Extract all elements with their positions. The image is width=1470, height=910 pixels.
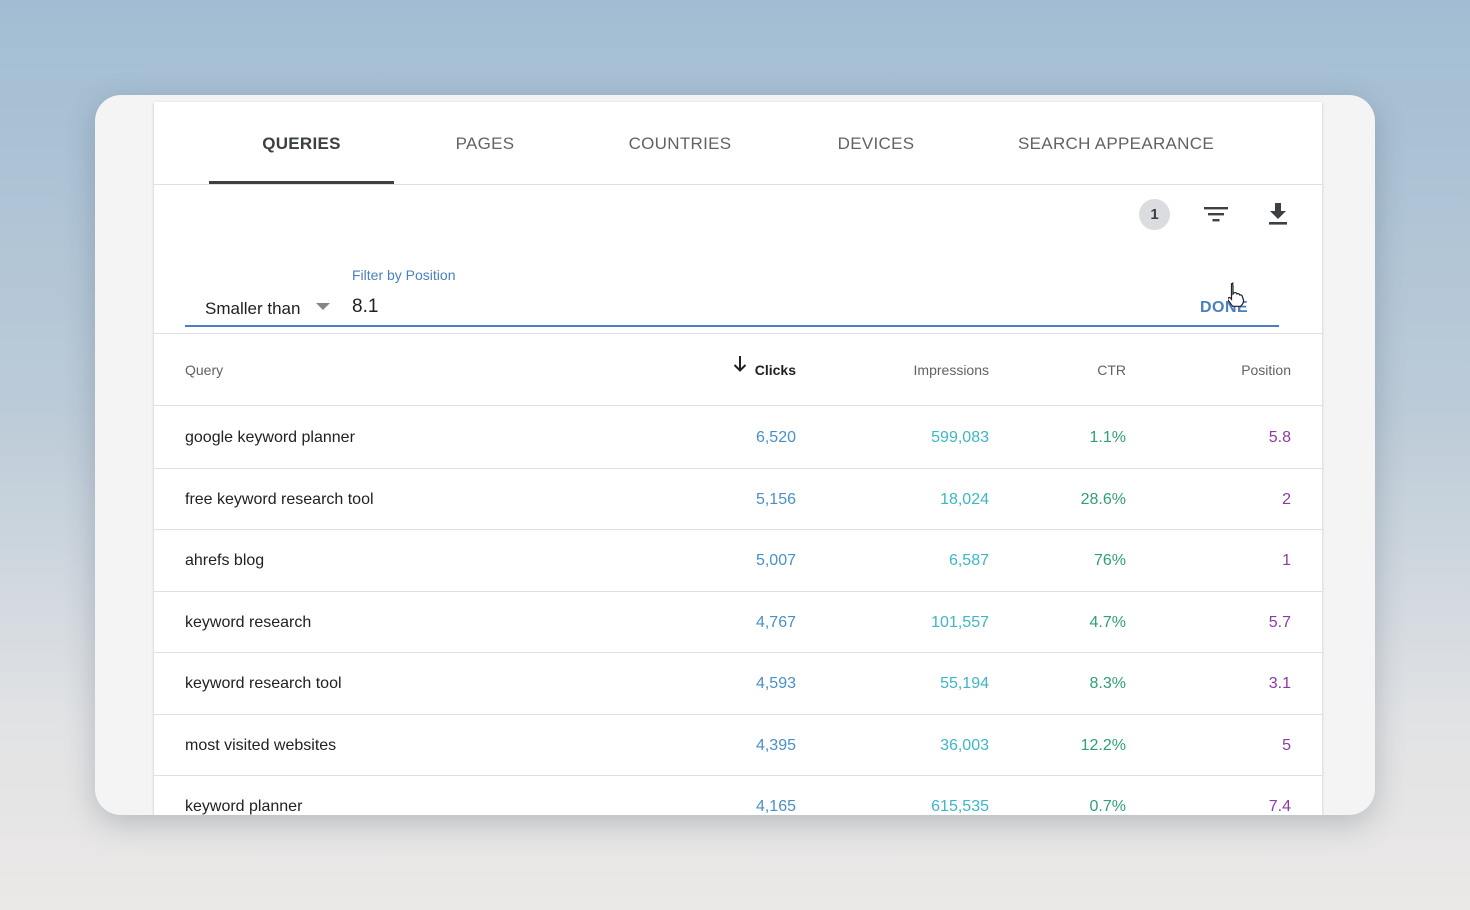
performance-report-card: QUERIES PAGES COUNTRIES DEVICES SEARCH A…	[154, 102, 1322, 815]
column-header-query[interactable]: Query	[185, 362, 224, 378]
ctr-cell: 28.6%	[1080, 490, 1126, 508]
impressions-cell: 18,024	[940, 490, 989, 508]
filter-icon[interactable]	[1200, 198, 1232, 230]
table-row[interactable]: google keyword planner 6,520 599,083 1.1…	[154, 407, 1322, 469]
position-cell: 5.7	[1268, 613, 1291, 631]
column-header-position[interactable]: Position	[1241, 362, 1291, 378]
column-header-clicks[interactable]: Clicks	[733, 334, 796, 406]
impressions-cell: 599,083	[931, 429, 989, 446]
query-cell: ahrefs blog	[185, 552, 265, 569]
ctr-cell: 4.7%	[1089, 613, 1126, 631]
filter-value-input[interactable]	[352, 293, 1172, 321]
position-cell: 5	[1282, 736, 1291, 754]
impressions-cell: 101,557	[931, 613, 989, 631]
table-row[interactable]: keyword research 4,767 101,557 4.7% 5.7	[154, 592, 1322, 653]
section-divider	[154, 333, 1322, 334]
ctr-cell: 0.7%	[1089, 798, 1126, 815]
position-cell: 7.4	[1268, 798, 1291, 815]
app-window: QUERIES PAGES COUNTRIES DEVICES SEARCH A…	[95, 95, 1375, 815]
tab-devices[interactable]: DEVICES	[837, 134, 915, 153]
query-cell: free keyword research tool	[185, 490, 374, 508]
impressions-cell: 6,587	[948, 552, 989, 569]
position-cell: 3.1	[1268, 675, 1291, 692]
active-tab-indicator	[209, 181, 394, 184]
report-tabs: QUERIES PAGES COUNTRIES DEVICES SEARCH A…	[154, 102, 1322, 185]
filter-field-label: Filter by Position	[352, 267, 456, 283]
table-row[interactable]: keyword research tool 4,593 55,194 8.3% …	[154, 653, 1322, 715]
query-cell: keyword planner	[185, 798, 303, 815]
clicks-cell: 4,395	[755, 736, 796, 754]
clicks-header-label: Clicks	[754, 362, 796, 378]
query-cell: keyword research	[185, 613, 312, 631]
ctr-cell: 1.1%	[1089, 429, 1126, 446]
column-header-impressions[interactable]: Impressions	[913, 362, 989, 378]
column-header-ctr[interactable]: CTR	[1097, 362, 1126, 378]
filter-operator-select[interactable]: Smaller than	[205, 299, 301, 318]
tab-countries[interactable]: COUNTRIES	[628, 134, 732, 153]
table-row[interactable]: keyword planner 4,165 615,535 0.7% 7.4	[154, 776, 1322, 815]
sort-descending-arrow-icon	[733, 332, 747, 404]
query-cell: google keyword planner	[185, 429, 355, 446]
impressions-cell: 36,003	[940, 736, 989, 754]
hand-cursor-icon	[1227, 282, 1250, 308]
table-row[interactable]: free keyword research tool 5,156 18,024 …	[154, 469, 1322, 530]
dropdown-arrow-icon[interactable]	[316, 303, 330, 310]
query-cell: most visited websites	[185, 736, 337, 754]
clicks-cell: 4,165	[755, 798, 796, 815]
impressions-cell: 55,194	[940, 675, 989, 692]
tab-queries[interactable]: QUERIES	[262, 134, 341, 153]
ctr-cell: 12.2%	[1080, 736, 1126, 754]
active-filter-count-badge: 1	[1139, 199, 1170, 230]
position-cell: 1	[1282, 552, 1291, 569]
clicks-cell: 4,767	[755, 613, 796, 631]
tab-pages[interactable]: PAGES	[455, 134, 515, 153]
clicks-cell: 5,156	[755, 490, 796, 508]
query-cell: keyword research tool	[185, 675, 342, 692]
ctr-cell: 76%	[1093, 552, 1126, 569]
position-cell: 2	[1282, 490, 1291, 508]
position-filter: Smaller than DONE	[185, 285, 1279, 327]
clicks-cell: 4,593	[755, 675, 796, 692]
table-row[interactable]: ahrefs blog 5,007 6,587 76% 1	[154, 530, 1322, 592]
clicks-cell: 6,520	[755, 429, 796, 446]
tab-search-appearance[interactable]: SEARCH APPEARANCE	[1018, 134, 1214, 153]
download-icon[interactable]	[1262, 198, 1294, 230]
clicks-cell: 5,007	[755, 552, 796, 569]
impressions-cell: 615,535	[931, 798, 989, 815]
ctr-cell: 8.3%	[1089, 675, 1126, 692]
position-cell: 5.8	[1268, 429, 1291, 446]
table-header: Query Clicks Impressions CTR Position	[154, 334, 1322, 406]
table-row[interactable]: most visited websites 4,395 36,003 12.2%…	[154, 715, 1322, 776]
